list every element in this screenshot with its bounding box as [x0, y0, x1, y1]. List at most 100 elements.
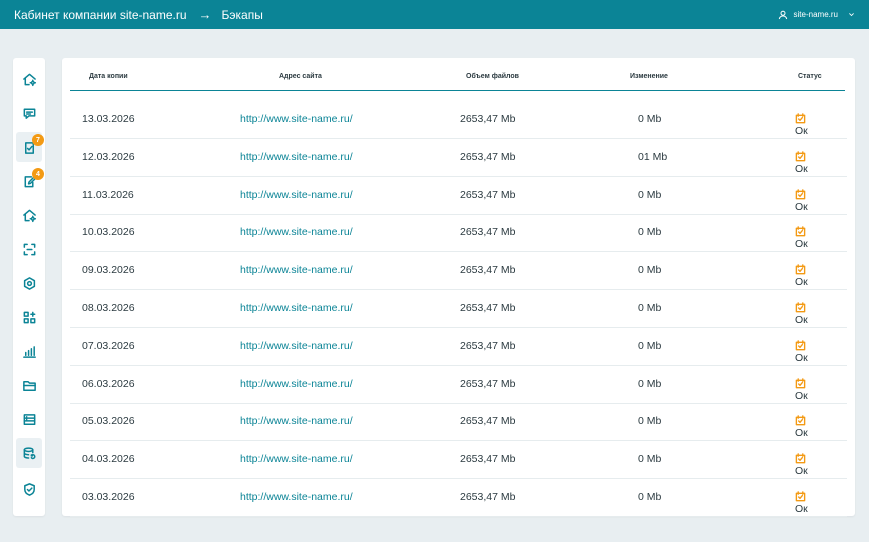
file-size: 2653,47 Mb	[460, 491, 516, 503]
sidebar: 7 4	[13, 58, 45, 516]
status-badge: Ок	[795, 491, 808, 515]
backup-date: 11.03.2026	[82, 188, 134, 201]
status-text: Ок	[795, 389, 808, 402]
site-url-link[interactable]: http://www.site-name.ru/	[240, 188, 353, 201]
database-sync-icon	[23, 446, 35, 459]
sidebar-item-files[interactable]	[16, 370, 42, 400]
site-url-link[interactable]: http://www.site-name.ru/	[240, 302, 353, 314]
column-header-date[interactable]: Дата копии	[89, 73, 128, 80]
site-url-link[interactable]: http://www.site-name.ru/	[240, 415, 353, 428]
check-calendar-icon	[795, 188, 806, 199]
column-header-status[interactable]: Статус	[798, 73, 822, 80]
analytics-icon	[22, 345, 36, 358]
check-calendar-icon	[795, 302, 806, 313]
shield-check-icon	[23, 482, 35, 496]
site-url-link[interactable]: http://www.site-name.ru/	[240, 226, 353, 239]
sidebar-item-settings[interactable]	[16, 268, 42, 298]
status-text: Ок	[795, 427, 808, 440]
status-text: Ок	[795, 125, 808, 137]
status-text: Ок	[795, 162, 808, 175]
file-size: 2653,47 Mb	[460, 226, 516, 239]
site-url-link[interactable]: http://www.site-name.ru/	[240, 453, 353, 466]
file-size: 2653,47 Mb	[460, 150, 516, 163]
status-text: Ок	[795, 465, 808, 478]
site-url-link[interactable]: http://www.site-name.ru/	[240, 491, 353, 503]
status-badge: Ок	[795, 340, 808, 364]
column-header-url[interactable]: Адрес сайта	[279, 73, 322, 80]
file-size: 2653,47 Mb	[460, 339, 516, 352]
sidebar-item-apps[interactable]	[16, 302, 42, 332]
table-row: 13.03.2026 http://www.site-name.ru/2653,4…	[70, 101, 847, 139]
sidebar-item-backups[interactable]	[16, 438, 42, 468]
size-change: 0 Mb	[638, 339, 662, 352]
backup-date: 05.03.2026	[82, 415, 135, 428]
list-icon	[23, 413, 35, 425]
breadcrumb-root[interactable]: Кабинет компании site-name.ru	[14, 7, 187, 22]
badge-count: 4	[32, 168, 44, 180]
status-text: Ок	[795, 503, 808, 515]
check-calendar-icon	[795, 415, 806, 426]
size-change: 0 Mb	[638, 453, 662, 466]
site-url-link[interactable]: http://www.site-name.ru/	[240, 113, 353, 125]
site-url-link[interactable]: http://www.site-name.ru/	[240, 150, 353, 163]
status-text: Ок	[795, 351, 808, 364]
sidebar-item-messages[interactable]	[16, 98, 42, 128]
status-badge: Ок	[795, 226, 808, 250]
backup-date: 10.03.2026	[82, 226, 135, 239]
sidebar-item-tasks[interactable]: 7	[16, 132, 44, 162]
size-change: 0 Mb	[638, 226, 662, 239]
check-calendar-icon	[795, 340, 806, 351]
chevron-down-icon	[849, 13, 854, 17]
column-header-size[interactable]: Объем файлов	[466, 73, 519, 80]
apps-add-icon	[23, 311, 35, 323]
site-url-link[interactable]: http://www.site-name.ru/	[240, 339, 353, 352]
file-size: 2653,47 Mb	[460, 188, 516, 201]
site-url-link[interactable]: http://www.site-name.ru/	[240, 377, 353, 390]
status-badge: Ок	[795, 188, 808, 213]
backup-date: 08.03.2026	[82, 302, 135, 314]
scan-icon	[23, 243, 35, 255]
sidebar-item-home[interactable]	[16, 64, 42, 94]
file-size: 2653,47 Mb	[460, 302, 516, 314]
check-calendar-icon	[795, 151, 806, 162]
status-badge: Ок	[795, 113, 808, 137]
table-row: 04.03.2026 http://www.site-name.ru/2653,4…	[70, 441, 847, 480]
status-badge: Ок	[795, 453, 808, 477]
size-change: 0 Mb	[638, 264, 662, 277]
site-url-link[interactable]: http://www.site-name.ru/	[240, 264, 353, 277]
breadcrumb-current: Бэкапы	[221, 7, 263, 22]
size-change: 0 Mb	[638, 302, 662, 314]
top-bar: Кабинет компании site-name.ru → Бэкапы s…	[0, 0, 869, 29]
account-name: site-name.ru	[793, 10, 838, 19]
user-icon	[778, 10, 787, 19]
sidebar-item-documents[interactable]: 4	[16, 166, 44, 196]
table-header: Дата копии Адрес сайта Объем файлов Изме…	[70, 70, 845, 91]
status-badge: Ок	[795, 415, 808, 439]
sidebar-item-security[interactable]	[16, 474, 42, 504]
table-row: 07.03.2026 http://www.site-name.ru/2653,4…	[70, 328, 847, 366]
backup-date: 04.03.2026	[82, 453, 135, 466]
check-calendar-icon	[795, 453, 806, 464]
sidebar-item-analytics[interactable]	[16, 336, 42, 366]
status-text: Ок	[795, 314, 808, 326]
column-header-change[interactable]: Изменение	[630, 73, 668, 80]
file-size: 2653,47 Mb	[460, 415, 516, 428]
settings-icon	[23, 276, 35, 290]
backup-date: 09.03.2026	[82, 264, 135, 277]
check-calendar-icon	[795, 113, 806, 124]
check-calendar-icon	[795, 264, 806, 275]
table-row: 03.03.2026 http://www.site-name.ru/2653,4…	[70, 479, 847, 517]
backup-date: 06.03.2026	[82, 377, 135, 390]
breadcrumb-arrow-icon: →	[198, 7, 212, 22]
badge-count: 7	[32, 134, 44, 146]
backup-date: 03.03.2026	[82, 491, 135, 503]
sidebar-item-list[interactable]	[16, 404, 42, 434]
home-gear-icon	[22, 73, 36, 86]
size-change: 01 Mb	[638, 150, 668, 163]
status-badge: Ок	[795, 377, 808, 402]
account-menu[interactable]: site-name.ru	[778, 10, 855, 20]
size-change: 0 Mb	[638, 415, 662, 428]
sidebar-item-scan[interactable]	[16, 234, 42, 264]
status-badge: Ок	[795, 302, 808, 326]
sidebar-item-home-settings[interactable]	[16, 200, 42, 230]
